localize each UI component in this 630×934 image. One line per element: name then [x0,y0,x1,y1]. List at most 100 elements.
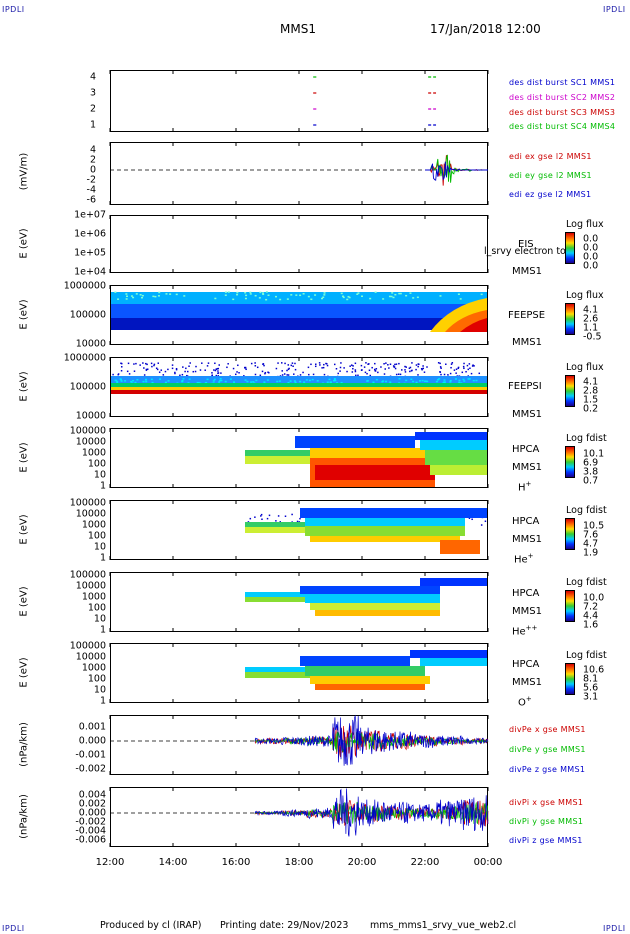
spectrogram-speckle [468,378,471,380]
spectrogram-speckle [354,362,357,365]
spectrogram-speckle [237,364,239,367]
spectrogram-speckle [311,378,314,381]
spectrogram-speckle [478,372,481,375]
spectrogram-speckle [133,370,136,372]
ylabel-feepsi: E (eV) [18,371,30,402]
spectrogram-speckle [146,363,148,366]
spectrogram-speckle [254,362,256,364]
ylabel-hpca-h: E (eV) [18,442,30,473]
cb-value: 4.1 [583,304,599,316]
spectrogram-speckle [254,365,257,367]
spectrogram-speckle [133,363,135,365]
spectrogram-speckle [352,365,354,367]
spectrogram-speckle [243,375,245,377]
legend-divpe-x: divPe x gse MMS1 [509,725,586,734]
spectrogram-speckle [165,293,168,295]
colorbar-title-hpca-he: Log fdist [566,505,607,516]
spectrogram-speckle [143,367,145,369]
spectrogram-speckle [449,379,452,382]
spectrogram-speckle [188,378,191,380]
spectrogram-speckle [454,378,457,380]
ytick: 100 [87,602,106,614]
spectrogram-speckle [135,362,137,365]
spectrogram-band [245,527,305,533]
spectrogram-speckle [373,368,376,371]
spectrogram-speckle [232,298,235,301]
spectrogram-speckle [455,372,457,374]
spectrogram-band [111,304,487,318]
spectrogram-speckle [364,371,367,374]
spectrogram-speckle [287,381,290,384]
spectrogram-speckle [475,379,478,382]
eis-overlay-text: l_srvy electron to [484,246,566,257]
spectrogram-speckle [194,370,197,373]
ytick: 1000000 [63,280,106,292]
spectrogram-speckle [463,367,465,370]
ytick: 1e+05 [74,247,106,259]
spectrogram-speckle [286,374,288,376]
spectrogram-speckle [198,382,201,384]
panel-edi-efield [110,142,488,205]
spectrogram-speckle [323,373,326,376]
spectrogram-band [430,465,487,475]
footer-product: mms_mms1_srvy_vue_web2.cl [370,920,517,931]
spectrogram-speckle [368,369,371,372]
spectrogram-speckle [393,366,396,368]
spectrogram-speckle [339,370,341,372]
spectrogram-speckle [286,298,289,300]
spectrogram-speckle [171,367,174,370]
spectrogram-speckle [117,298,120,300]
spectrogram-band [245,456,315,464]
cb-value: 10.1 [583,448,605,460]
spectrogram-speckle [215,368,217,370]
ytick: 0.000 [78,735,106,747]
spectrogram-speckle [244,379,247,381]
legend-edi-ez: edi ez gse l2 MMS1 [509,190,592,199]
spectrogram-speckle [325,363,328,365]
spectrogram-speckle [437,379,440,381]
spectrogram-speckle [189,362,191,364]
spectrogram-speckle [139,294,142,296]
spectrogram-speckle [284,515,287,517]
spectrogram-speckle [298,521,301,523]
spectrogram-speckle [450,366,452,369]
spectrogram-speckle [415,368,417,371]
cb-value: 0.0 [583,242,599,254]
spectrogram-speckle [258,297,261,299]
panel-burst [110,70,488,132]
spectrogram-speckle [299,374,302,376]
spectrogram-speckle [399,292,402,295]
spectrogram-speckle [369,297,372,300]
spectrogram-speckle [459,298,462,300]
spectrogram-speckle [160,369,163,371]
ytick: 1e+07 [74,209,106,221]
legend-burst-sc3: des dist burst SC3 MMS3 [509,108,616,117]
spectrogram-speckle [467,378,470,380]
colorbar-hpca-o [565,663,575,695]
spectrogram-speckle [260,515,262,517]
edi-series-line [425,161,488,181]
ytick: 10 [93,613,106,625]
cb-value: -0.5 [583,331,602,343]
spectrogram-speckle [339,366,342,369]
ytick: 10 [93,684,106,696]
spectrogram-speckle [417,365,419,368]
spectrogram-speckle [268,514,271,517]
spectrogram-speckle [141,294,144,297]
spectrogram-speckle [307,366,310,369]
cb-value: 4.7 [583,538,599,550]
spectrogram-speckle [360,369,363,371]
spectrogram-band [315,610,440,616]
spectrogram-speckle [136,378,139,381]
cb-value: 1.9 [583,547,599,559]
legend-burst-sc4: des dist burst SC4 MMS4 [509,122,616,131]
spectrogram-speckle [254,294,257,297]
xtick: 12:00 [95,857,125,868]
spectrogram-speckle [252,381,255,383]
spacecraft-title: MMS1 [280,22,316,36]
spectrogram-speckle [265,291,268,293]
spectrogram-speckle [366,372,368,375]
colorbar-title-feepsi: Log flux [566,362,604,373]
ytick: -2 [86,174,96,186]
spectrogram-speckle [120,369,123,372]
